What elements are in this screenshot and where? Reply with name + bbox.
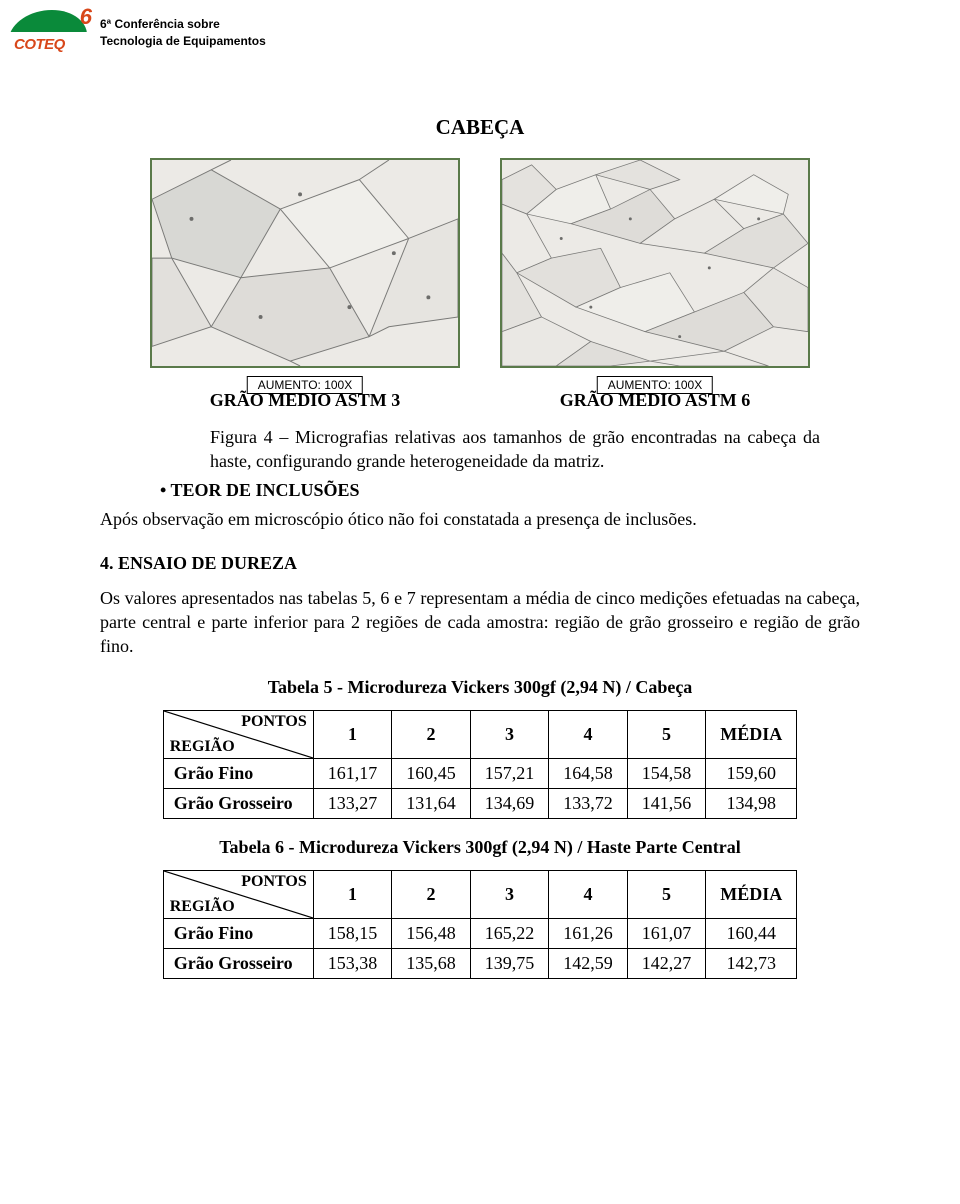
micrograph-captions: GRÃO MÉDIO ASTM 3 GRÃO MÉDIO ASTM 6 xyxy=(100,390,860,411)
cell: 142,73 xyxy=(706,948,797,978)
cell: 134,98 xyxy=(706,788,797,818)
cell: 156,48 xyxy=(392,918,471,948)
cell: 133,72 xyxy=(549,788,628,818)
ensaio-text: Os valores apresentados nas tabelas 5, 6… xyxy=(100,586,860,659)
cell: 142,27 xyxy=(627,948,706,978)
table6-diag-header: PONTOS REGIÃO xyxy=(163,870,313,918)
page-content: CABEÇA xyxy=(0,55,960,1029)
table-row: Grão Fino 161,17 160,45 157,21 164,58 15… xyxy=(163,758,797,788)
diag-top: PONTOS xyxy=(241,873,307,891)
section-title: CABEÇA xyxy=(100,115,860,140)
diag-bot: REGIÃO xyxy=(170,738,235,756)
cell: 142,59 xyxy=(549,948,628,978)
diag-top: PONTOS xyxy=(241,713,307,731)
header-line2: Tecnologia de Equipamentos xyxy=(100,33,266,50)
table-row: Grão Grosseiro 133,27 131,64 134,69 133,… xyxy=(163,788,797,818)
row-label: Grão Grosseiro xyxy=(163,788,313,818)
cell: 159,60 xyxy=(706,758,797,788)
cell: 154,58 xyxy=(627,758,706,788)
cell: 164,58 xyxy=(549,758,628,788)
row-label: Grão Fino xyxy=(163,758,313,788)
cell: 160,44 xyxy=(706,918,797,948)
logo-brand: COTEQ xyxy=(14,36,65,53)
cell: 141,56 xyxy=(627,788,706,818)
table5: PONTOS REGIÃO 1 2 3 4 5 MÉDIA Grão Fino … xyxy=(163,710,798,819)
table6-caption: Tabela 6 - Microdureza Vickers 300gf (2,… xyxy=(100,837,860,858)
table5-caption: Tabela 5 - Microdureza Vickers 300gf (2,… xyxy=(100,677,860,698)
figure4-caption: Figura 4 – Micrografias relativas aos ta… xyxy=(210,425,820,474)
table5-caption-text: Tabela 5 - Microdureza Vickers 300gf (2,… xyxy=(268,677,693,697)
cell: 161,26 xyxy=(549,918,628,948)
cell: 153,38 xyxy=(313,948,392,978)
micrograph-row: AUMENTO: 100X xyxy=(100,158,860,382)
col-header: MÉDIA xyxy=(706,710,797,758)
coteq-logo: 6 COTEQ xyxy=(10,10,90,55)
header-line1: 6ª Conferência sobre xyxy=(100,16,266,33)
cell: 160,45 xyxy=(392,758,471,788)
col-header: 4 xyxy=(549,710,628,758)
table-row: PONTOS REGIÃO 1 2 3 4 5 MÉDIA xyxy=(163,870,797,918)
micrograph-astm6 xyxy=(500,158,810,368)
row-label: Grão Fino xyxy=(163,918,313,948)
table-row: PONTOS REGIÃO 1 2 3 4 5 MÉDIA xyxy=(163,710,797,758)
micrograph-astm3 xyxy=(150,158,460,368)
diag-bot: REGIÃO xyxy=(170,898,235,916)
col-header: 1 xyxy=(313,870,392,918)
ensaio-heading: 4. ENSAIO DE DUREZA xyxy=(100,553,860,574)
micrograph-left-wrap: AUMENTO: 100X xyxy=(150,158,460,382)
cell: 139,75 xyxy=(470,948,549,978)
cell: 157,21 xyxy=(470,758,549,788)
zoom-label-right: AUMENTO: 100X xyxy=(597,376,713,394)
table6-caption-text: Tabela 6 - Microdureza Vickers 300gf (2,… xyxy=(219,837,741,857)
logo-number: 6 xyxy=(80,4,92,30)
col-header: 5 xyxy=(627,710,706,758)
page-header: 6 COTEQ 6ª Conferência sobre Tecnologia … xyxy=(0,0,960,55)
micrograph-right-wrap: AUMENTO: 100X xyxy=(500,158,810,382)
col-header: 4 xyxy=(549,870,628,918)
teor-text: Após observação em microscópio ótico não… xyxy=(100,507,860,531)
cell: 161,07 xyxy=(627,918,706,948)
cell: 133,27 xyxy=(313,788,392,818)
cell: 131,64 xyxy=(392,788,471,818)
cell: 165,22 xyxy=(470,918,549,948)
teor-heading: TEOR DE INCLUSÕES xyxy=(160,480,860,501)
col-header: 3 xyxy=(470,870,549,918)
col-header: 5 xyxy=(627,870,706,918)
table-row: Grão Fino 158,15 156,48 165,22 161,26 16… xyxy=(163,918,797,948)
conference-title: 6ª Conferência sobre Tecnologia de Equip… xyxy=(100,10,266,50)
table-row: Grão Grosseiro 153,38 135,68 139,75 142,… xyxy=(163,948,797,978)
col-header: 2 xyxy=(392,870,471,918)
table6: PONTOS REGIÃO 1 2 3 4 5 MÉDIA Grão Fino … xyxy=(163,870,798,979)
row-label: Grão Grosseiro xyxy=(163,948,313,978)
cell: 161,17 xyxy=(313,758,392,788)
cell: 158,15 xyxy=(313,918,392,948)
col-header: 2 xyxy=(392,710,471,758)
col-header: MÉDIA xyxy=(706,870,797,918)
zoom-label-left: AUMENTO: 100X xyxy=(247,376,363,394)
cell: 134,69 xyxy=(470,788,549,818)
cell: 135,68 xyxy=(392,948,471,978)
table5-diag-header: PONTOS REGIÃO xyxy=(163,710,313,758)
col-header: 1 xyxy=(313,710,392,758)
col-header: 3 xyxy=(470,710,549,758)
